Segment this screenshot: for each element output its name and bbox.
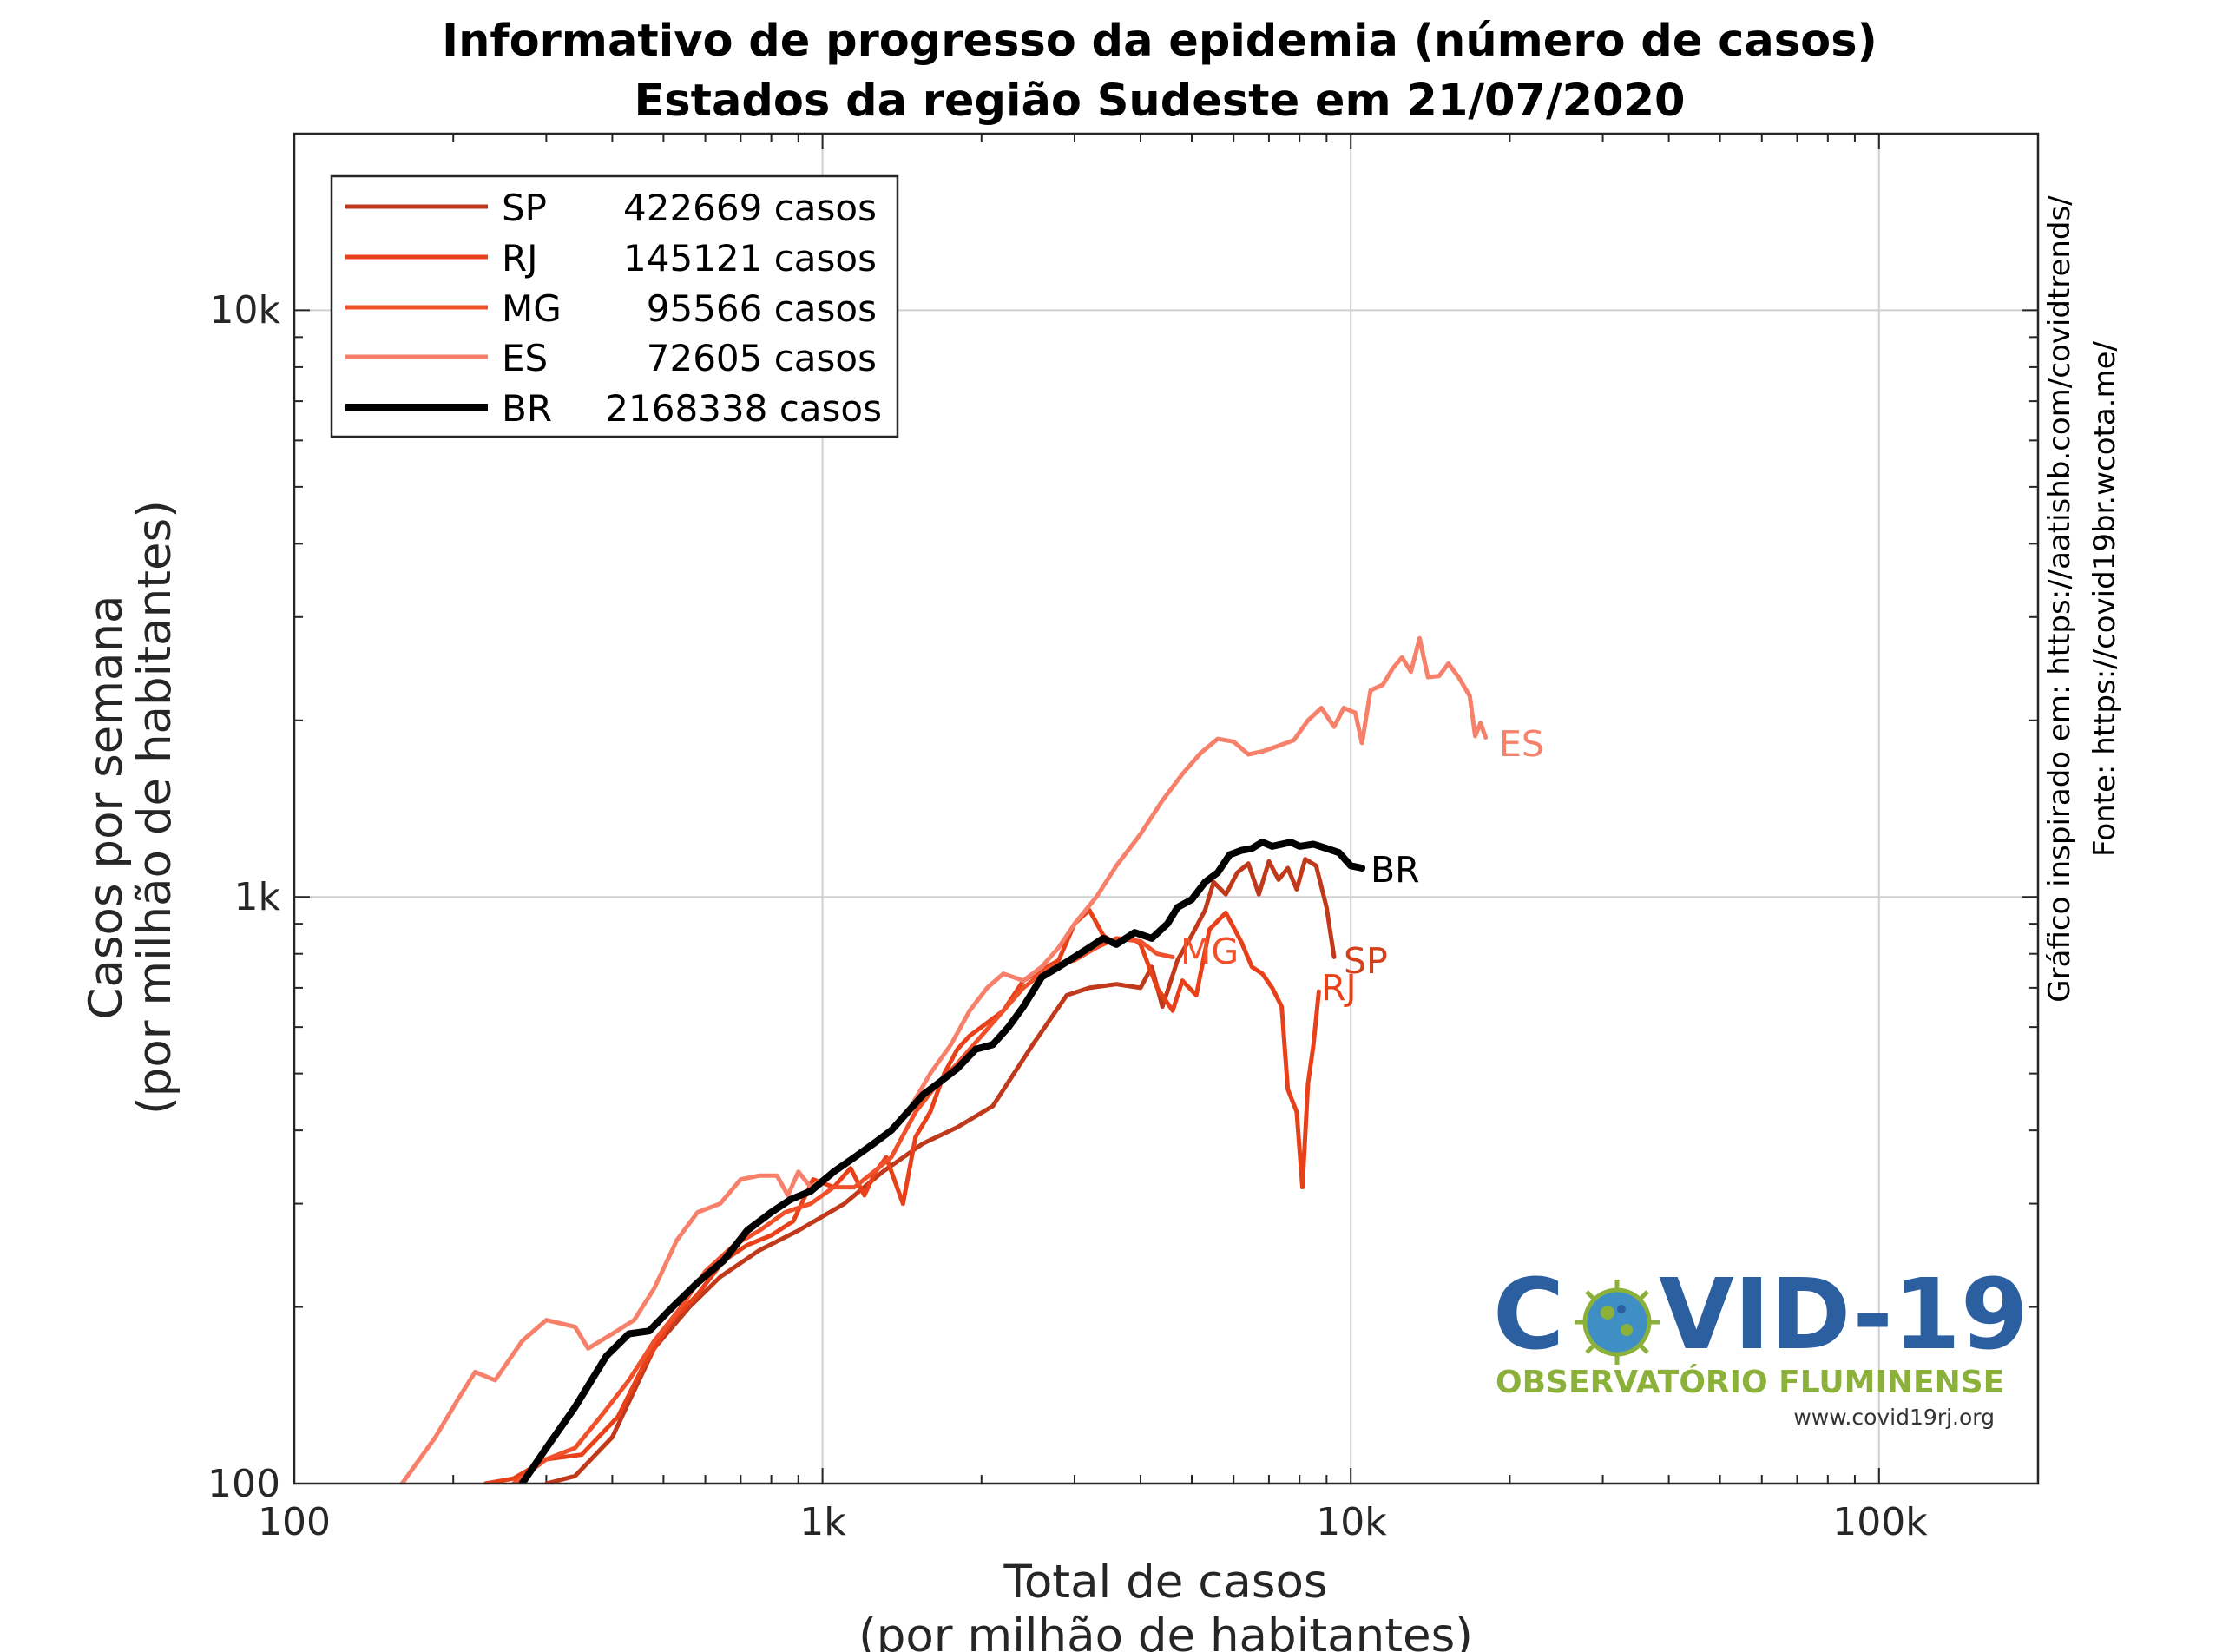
- series-line-br: [518, 839, 1366, 1484]
- legend-cases-br: 2168338 casos: [605, 387, 882, 430]
- legend-state-rj: RJ: [502, 237, 538, 280]
- y-tick-label-100: 100: [207, 1462, 280, 1506]
- series-lines: [399, 635, 1489, 1484]
- legend-cases-rj: 145121 casos: [623, 237, 877, 280]
- legend: SP 422669 casos RJ 145121 casos MG 95566…: [330, 174, 899, 438]
- covid19-logo: C VID-19 OBSERVATÓRIO FLUMINENSE www.cov…: [1493, 1259, 2028, 1430]
- plot-frame: [293, 132, 2040, 1485]
- end-label-mg: MG: [1180, 931, 1239, 972]
- chart-subtitle: Estados da região Sudeste em 21/07/2020: [634, 76, 1685, 127]
- legend-cases-es: 72605 casos: [647, 337, 877, 379]
- legend-state-mg: MG: [502, 287, 562, 330]
- y-tick-label-10k: 10k: [210, 288, 281, 332]
- end-label-es: ES: [1499, 723, 1544, 765]
- y-tick-labels: 100 1k 10k: [207, 288, 281, 1506]
- source-data: Fonte: https://covid19br.wcota.me/: [2088, 340, 2122, 857]
- logo-title-c: C: [1493, 1259, 1564, 1372]
- series-line-sp: [543, 857, 1337, 1484]
- x-axis-sublabel: (por milhão de habitantes): [858, 1609, 1473, 1652]
- legend-cases-sp: 422669 casos: [623, 187, 877, 229]
- logo-subtitle: OBSERVATÓRIO FLUMINENSE: [1496, 1364, 2004, 1400]
- logo-title-rest: VID-19: [1659, 1259, 2028, 1372]
- x-tick-label-10k: 10k: [1316, 1500, 1387, 1544]
- series-line-es: [399, 635, 1489, 1484]
- x-tick-label-100: 100: [258, 1500, 331, 1544]
- legend-state-es: ES: [502, 337, 548, 379]
- virus-icon: [1575, 1280, 1660, 1365]
- y-tick-label-1k: 1k: [234, 875, 281, 919]
- end-labels: SP RJ MG ES BR: [1180, 723, 1544, 1009]
- end-label-rj: RJ: [1321, 967, 1357, 1009]
- x-tick-label-100k: 100k: [1832, 1500, 1928, 1544]
- y-axis-sublabel: (por milhão de habitantes): [128, 500, 181, 1115]
- legend-state-sp: SP: [502, 187, 547, 229]
- x-axis-label: Total de casos: [1003, 1556, 1328, 1609]
- end-label-sp: SP: [1344, 940, 1388, 982]
- x-tick-label-1k: 1k: [799, 1500, 846, 1544]
- y-axis-label: Casos por semana: [80, 595, 133, 1019]
- legend-state-br: BR: [502, 387, 552, 430]
- end-label-br: BR: [1371, 849, 1420, 891]
- series-line-rj: [483, 907, 1321, 1484]
- minor-ticks: [293, 133, 2039, 1484]
- x-tick-labels: 100 1k 10k 100k: [258, 1500, 1928, 1544]
- logo-url: www.covid19rj.org: [1793, 1405, 1995, 1430]
- chart-title: Informativo de progresso da epidemia (nú…: [442, 16, 1877, 67]
- source-inspired-by: Gráfico inspirado em: https://aatishb.co…: [2042, 195, 2077, 1003]
- legend-cases-mg: 95566 casos: [647, 287, 877, 330]
